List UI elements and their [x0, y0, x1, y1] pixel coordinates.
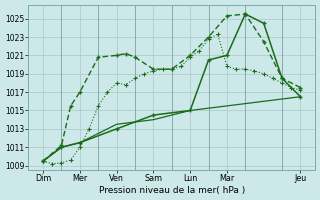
X-axis label: Pression niveau de la mer( hPa ): Pression niveau de la mer( hPa )	[99, 186, 245, 195]
